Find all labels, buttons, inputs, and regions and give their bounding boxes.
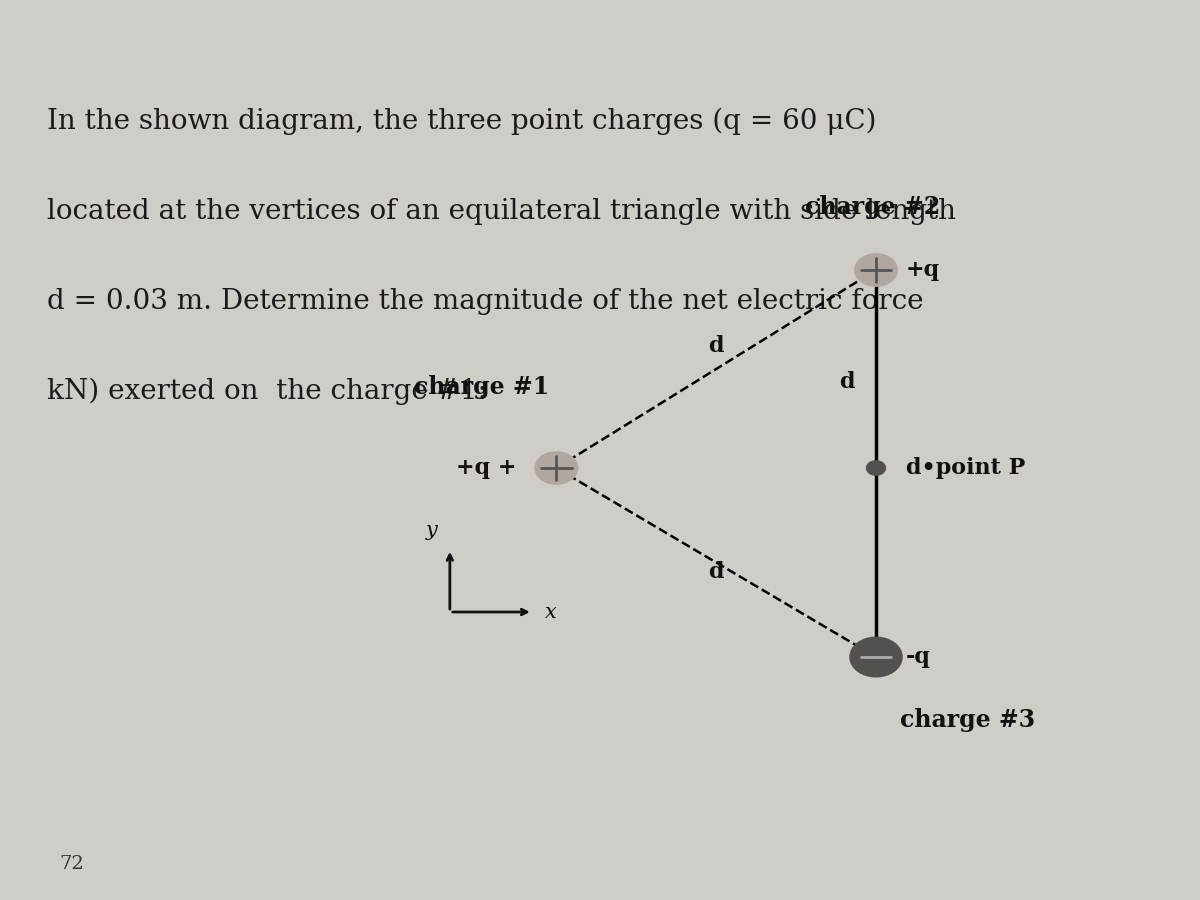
Circle shape [535, 452, 577, 484]
Text: -q: -q [906, 646, 930, 668]
Text: d•point P: d•point P [906, 457, 1025, 479]
Text: d: d [708, 561, 724, 582]
Text: +q +: +q + [456, 457, 516, 479]
Text: y: y [426, 521, 438, 540]
Text: d: d [708, 336, 724, 357]
Text: x: x [545, 602, 557, 622]
Text: kN) exerted on  the charge #1:: kN) exerted on the charge #1: [47, 378, 487, 405]
Text: charge #3: charge #3 [900, 708, 1034, 732]
Text: +q: +q [906, 259, 940, 281]
Text: charge #2: charge #2 [805, 195, 941, 219]
Circle shape [850, 637, 902, 677]
Text: located at the vertices of an equilateral triangle with side length: located at the vertices of an equilatera… [47, 198, 956, 225]
Text: charge #1: charge #1 [414, 375, 550, 399]
Text: In the shown diagram, the three point charges (q = 60 μC): In the shown diagram, the three point ch… [47, 108, 877, 135]
Circle shape [866, 461, 886, 475]
Text: d: d [839, 372, 854, 393]
Text: 72: 72 [59, 855, 84, 873]
Text: d = 0.03 m. Determine the magnitude of the net electric force: d = 0.03 m. Determine the magnitude of t… [47, 288, 924, 315]
Circle shape [854, 254, 898, 286]
